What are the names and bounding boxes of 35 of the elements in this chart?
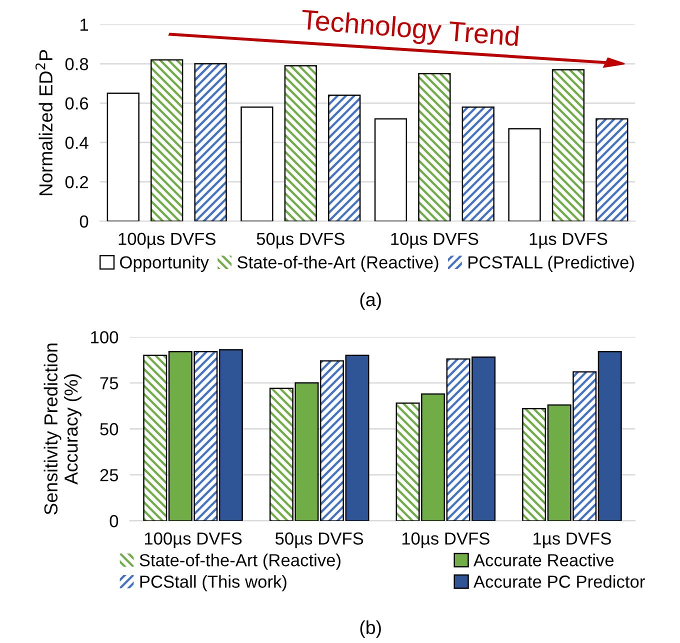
bar bbox=[106, 92, 140, 222]
legend-label: Accurate PC Predictor bbox=[473, 575, 645, 588]
y-tick-label: 0.8 bbox=[65, 58, 88, 70]
x-tick-label: 100µs DVFS bbox=[118, 232, 216, 248]
y-axis-title: Normalized ED$^{2}$P bbox=[35, 50, 53, 196]
legend-label: PCStall (This work) bbox=[140, 575, 286, 592]
y-tick-label: 0 bbox=[80, 215, 88, 228]
text: (b) bbox=[360, 620, 381, 638]
y-tick-label: 0.4 bbox=[65, 136, 88, 149]
bar bbox=[240, 106, 274, 222]
y-tick-label: 0.6 bbox=[65, 97, 88, 110]
y-tick-label: 50 bbox=[100, 423, 118, 436]
legend-label: State-of-the-Art (Reactive) bbox=[140, 554, 340, 570]
x-tick-label: 50µs DVFS bbox=[256, 232, 344, 248]
y-tick-label: 0.2 bbox=[65, 176, 88, 188]
y-tick-label: 100 bbox=[91, 331, 118, 344]
x-tick-label: 100µs DVFS bbox=[144, 532, 242, 548]
bar bbox=[374, 118, 408, 222]
legend-label: Opportunity bbox=[120, 256, 209, 272]
y-tick-label: 1 bbox=[80, 18, 88, 31]
x-tick-label: 10µs DVFS bbox=[402, 532, 490, 548]
x-tick-label: 50µs DVFS bbox=[275, 532, 364, 548]
text: (a) bbox=[360, 292, 381, 310]
y-tick-label: 0 bbox=[110, 515, 118, 528]
y-tick-label: 75 bbox=[100, 377, 118, 390]
annotation: Technology Trend bbox=[300, 8, 519, 52]
y-axis-title: Sensitivity Prediction Accuracy (%) bbox=[44, 344, 82, 515]
bar bbox=[508, 128, 541, 222]
x-tick-label: 1µs DVFS bbox=[530, 232, 608, 248]
legend-label: Accurate Reactive bbox=[473, 554, 614, 566]
legend-label: State-of-the-Art (Reactive) bbox=[238, 256, 438, 272]
y-tick-label: 25 bbox=[100, 469, 118, 482]
x-tick-label: 10µs DVFS bbox=[391, 232, 478, 248]
legend-label: PCSTALL (Predictive) bbox=[468, 256, 634, 272]
x-tick-label: 1µs DVFS bbox=[534, 532, 611, 548]
